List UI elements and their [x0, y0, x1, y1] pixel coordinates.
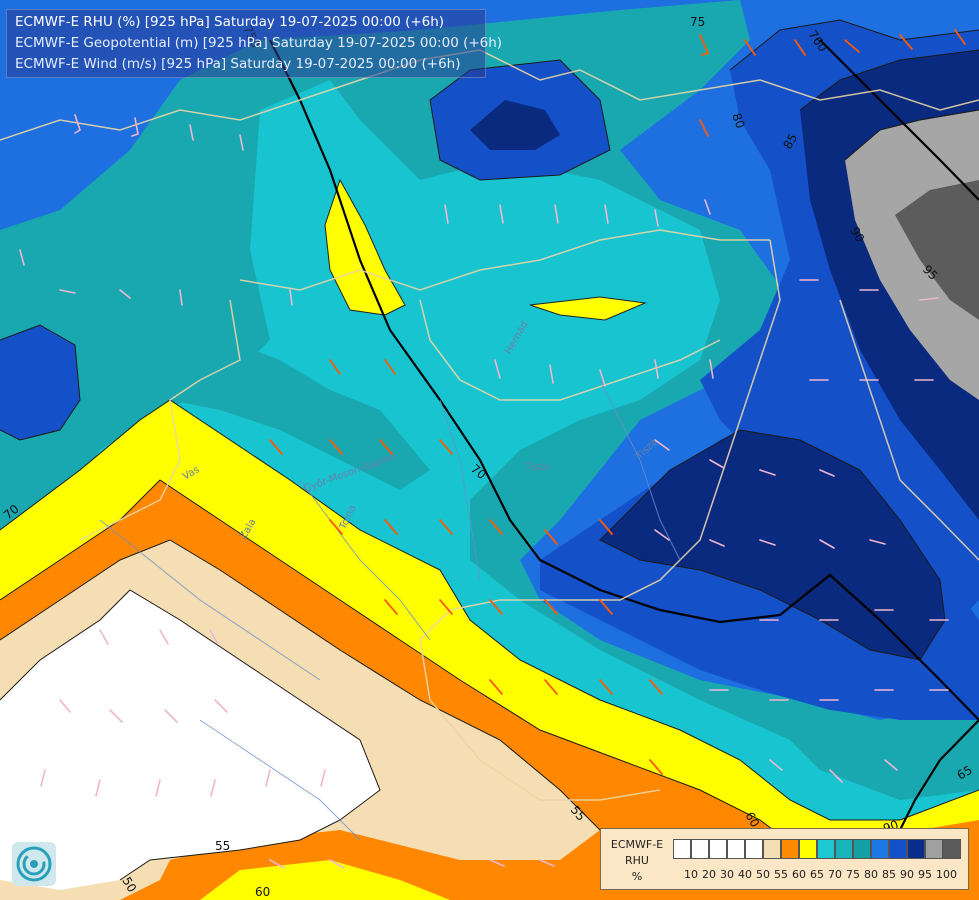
title-box: ECMWF-E RHU (%) [925 hPa] Saturday 19-07… [6, 9, 502, 78]
legend-label: 30 [720, 868, 734, 881]
legend-swatch [727, 839, 745, 859]
rhu-zone-75-inner [170, 330, 430, 490]
wind-barbs [19, 114, 949, 869]
legend-title-variable: RHU [625, 854, 649, 867]
legend-label: 20 [702, 868, 716, 881]
title-line-rhu: ECMWF-E RHU (%) [925 hPa] Saturday 19-07… [15, 14, 445, 30]
ecmwf-logo-icon [12, 842, 56, 886]
rivers [99, 379, 681, 841]
legend-swatch [745, 839, 763, 859]
legend-title-unit: % [631, 870, 643, 883]
legend-label: 90 [900, 868, 914, 881]
rhu-zone-65-blob2 [529, 296, 647, 321]
legend-swatch [835, 839, 853, 859]
legend-label: 65 [810, 868, 824, 881]
legend-swatch [763, 839, 781, 859]
geopotential-isolines [269, 39, 979, 831]
wind-barbs-strong [269, 29, 966, 775]
contour-label-60-lower: 60 [255, 885, 270, 899]
legend-label: 95 [918, 868, 932, 881]
legend-title: ECMWF-E RHU % [605, 837, 669, 885]
legend-swatch [817, 839, 835, 859]
legend-label: 75 [846, 868, 860, 881]
legend-label: 10 [684, 868, 698, 881]
legend-label: 55 [774, 868, 788, 881]
contour-label-90: 90 [847, 225, 867, 245]
country-borders [0, 49, 979, 801]
contour-label-60: 60 [742, 810, 762, 830]
contour-label-80: 80 [729, 111, 747, 130]
legend-label: 100 [936, 868, 957, 881]
contour-label-55-lower: 55 [215, 839, 230, 853]
legend-swatch [799, 839, 817, 859]
legend-swatch [709, 839, 727, 859]
rhu-legend: ECMWF-E RHU % 10 20 30 40 50 55 60 65 70 75 80 85 90… [600, 828, 969, 890]
place-label-tisza2: Tisza [524, 462, 550, 473]
legend-label: 40 [738, 868, 752, 881]
rhu-zone-65-lower [200, 860, 450, 900]
rhu-zone-85-west [0, 325, 80, 440]
legend-label: 50 [756, 868, 770, 881]
legend-label: 85 [882, 868, 896, 881]
legend-swatch [853, 839, 871, 859]
legend-title-model: ECMWF-E [610, 838, 664, 851]
legend-label: 70 [828, 868, 842, 881]
rhu-zone-95 [845, 110, 979, 400]
legend-swatch [907, 839, 925, 859]
legend-label: 60 [792, 868, 806, 881]
contour-label-75: 75 [690, 15, 705, 29]
legend-swatch [673, 839, 691, 859]
legend-label: 80 [864, 868, 878, 881]
contour-label-65: 65 [955, 763, 975, 783]
legend-swatch [889, 839, 907, 859]
contour-label-50: 50 [119, 875, 139, 895]
rhu-zone-90-north [470, 100, 560, 150]
rhu-zone-50 [0, 590, 380, 890]
contour-label-85: 85 [780, 131, 800, 151]
legend-swatch [943, 839, 961, 859]
rhu-zone-100 [895, 180, 979, 320]
legend-swatch [925, 839, 943, 859]
legend-swatch [691, 839, 709, 859]
title-line-geopotential: ECMWF-E Geopotential (m) [925 hPa] Satur… [15, 35, 503, 51]
legend-swatch [871, 839, 889, 859]
title-line-wind: ECMWF-E Wind (m/s) [925 hPa] Saturday 19… [15, 56, 461, 72]
legend-swatch [781, 839, 799, 859]
